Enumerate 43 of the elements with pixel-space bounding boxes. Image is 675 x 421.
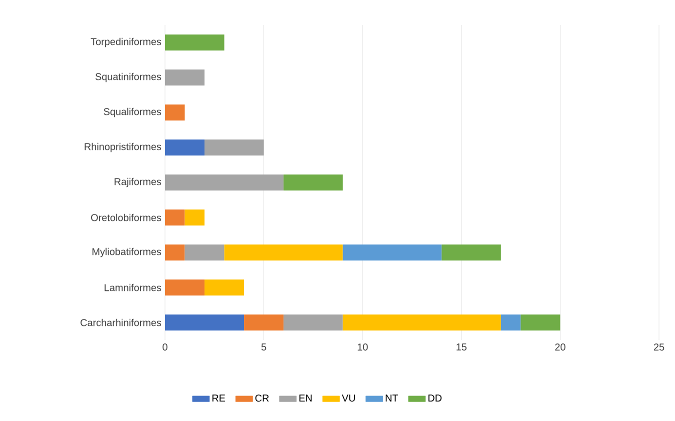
- bar: [184, 244, 224, 261]
- x-tick-label: 10: [358, 344, 368, 351]
- legend-label: RE: [212, 394, 226, 402]
- y-tick-label: Squatiniformes: [95, 72, 162, 82]
- y-tick-label: Rhinopristiformes: [84, 142, 162, 152]
- y-tick-label: Torpediniformes: [90, 38, 162, 48]
- bar: [165, 279, 205, 296]
- bar: [165, 139, 205, 156]
- legend-label: NT: [386, 394, 398, 402]
- bar: [165, 209, 185, 226]
- x-tick-label: 20: [555, 344, 566, 351]
- legend-label: EN: [299, 394, 312, 402]
- bar: [204, 279, 244, 296]
- bar: [284, 174, 343, 191]
- y-tick-label: Rajiformes: [114, 178, 162, 188]
- y-tick-label: Myliobatiformes: [92, 248, 162, 258]
- legend-label: DD: [428, 394, 442, 402]
- bar: [500, 314, 521, 331]
- bar: [165, 244, 185, 261]
- bar: [520, 314, 560, 331]
- y-tick-label: Lamniformes: [104, 284, 162, 292]
- bar: [165, 34, 224, 51]
- bar: [342, 244, 442, 261]
- bar: [204, 139, 264, 156]
- y-tick-label: Squaliformes: [104, 108, 162, 118]
- bar: [284, 314, 343, 331]
- x-tick-label: 5: [261, 344, 266, 350]
- x-tick-label: 0: [162, 344, 168, 351]
- y-tick-label: Carcharhiniformes: [80, 318, 162, 326]
- legend-label: VU: [342, 394, 355, 402]
- bar: [184, 209, 205, 226]
- legend-label: CR: [255, 394, 269, 402]
- bar: [224, 244, 343, 261]
- bar: [165, 314, 244, 331]
- y-tick-label: Oretolobiformes: [91, 214, 162, 222]
- bar: [342, 314, 501, 331]
- bar: [244, 314, 284, 331]
- x-tick-label: 15: [456, 344, 467, 350]
- bar: [165, 104, 185, 121]
- bar: [165, 69, 205, 86]
- bar: [165, 174, 284, 191]
- bar: [442, 244, 501, 261]
- x-tick-label: 25: [654, 344, 664, 351]
